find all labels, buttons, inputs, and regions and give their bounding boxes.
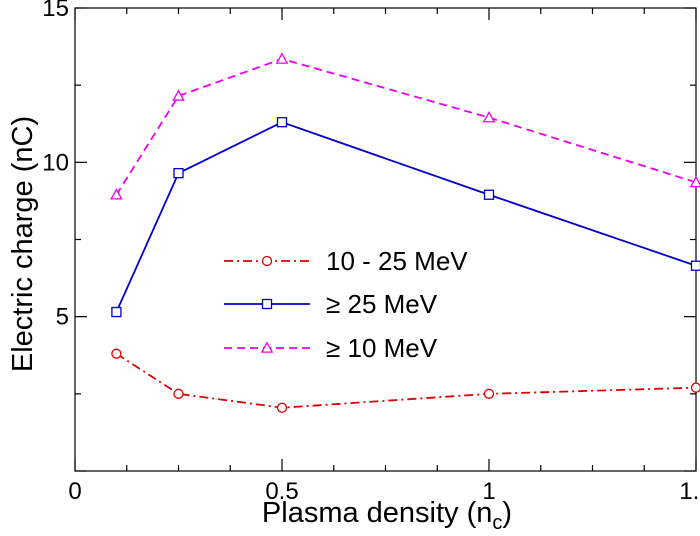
data-point [690,382,700,393]
series-line [115,57,697,196]
x-tick-label: 1 [482,478,495,505]
data-point [275,52,289,64]
legend-label: ≥ 10 MeV [326,333,438,363]
x-axis-label-main: Plasma density (n [262,497,493,529]
legend-label: ≥ 25 MeV [326,289,438,319]
data-point [173,388,184,399]
y-tick-label: 5 [56,304,69,331]
series-0 [111,348,700,413]
data-point [111,306,122,318]
x-tick-label: 0 [68,478,81,505]
x-axis-label: Plasma density (nc) [262,497,512,534]
data-point [111,348,122,359]
data-point [173,167,184,179]
series-2 [110,52,700,200]
y-tick-label: 10 [42,149,69,176]
data-point [690,260,700,271]
data-point [110,188,123,200]
legend-marker [261,255,273,267]
data-point [172,89,185,101]
plot-frame [74,7,697,472]
data-point [276,117,288,128]
legend: 10 - 25 MeV ≥ 25 MeV ≥ 10 MeV [224,246,468,363]
data-point [276,402,288,413]
data-point [483,189,495,200]
y-axis-label: Electric charge (nC) [7,116,39,372]
data-point [482,111,496,123]
series-layer [110,52,700,413]
legend-marker [260,341,274,353]
y-tick-label: 15 [42,0,69,22]
x-tick-label: 1.5 [679,478,700,505]
x-axis-label-subscript: c [492,512,502,534]
x-tick-label: 0.5 [265,478,298,505]
series-1 [111,117,700,318]
series-line [115,121,697,313]
x-axis-label-suffix: ) [502,497,512,529]
data-point [689,175,700,188]
axes: 0 0.5 1 1.5 5 10 15 [42,0,700,505]
data-point [483,388,495,399]
legend-label: 10 - 25 MeV [326,246,468,276]
legend-marker [261,298,273,310]
